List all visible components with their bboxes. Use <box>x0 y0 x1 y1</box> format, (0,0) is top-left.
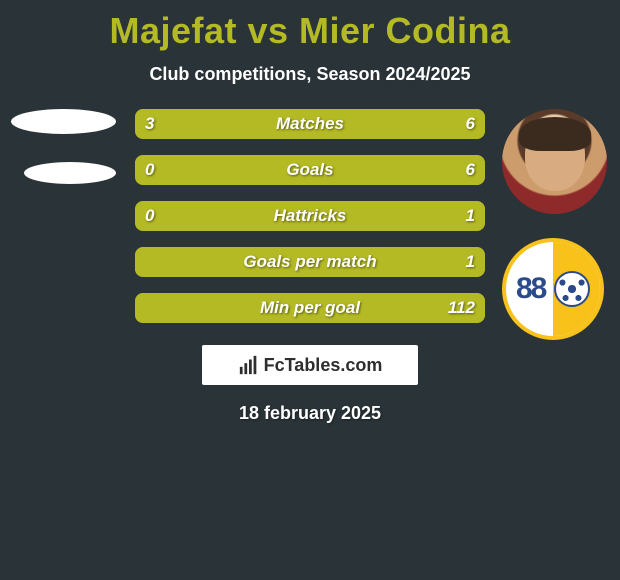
stat-bar: 0 6 Goals <box>135 155 485 185</box>
page-title: Majefat vs Mier Codina <box>0 0 620 52</box>
stat-value-right: 1 <box>466 252 475 272</box>
stat-value-left: 3 <box>145 114 154 134</box>
stat-bar: 112 Min per goal <box>135 293 485 323</box>
brand-box: FcTables.com <box>202 345 418 385</box>
soccer-ball-icon <box>554 271 590 307</box>
stat-bars: 3 6 Matches 0 6 Goals 0 1 Hattricks 1 Goals per ma… <box>135 109 485 323</box>
page-subtitle: Club competitions, Season 2024/2025 <box>0 64 620 85</box>
comparison-content: 88 3 6 Matches 0 6 Goals 0 1 Hattricks 1 Goals per… <box>0 109 620 424</box>
stat-label: Min per goal <box>260 298 360 318</box>
left-club-avatar <box>24 162 116 184</box>
stat-label: Goals per match <box>243 252 376 272</box>
stat-value-left: 0 <box>145 206 154 226</box>
stat-label: Goals <box>286 160 333 180</box>
stat-value-left: 0 <box>145 160 154 180</box>
stat-bar: 0 1 Hattricks <box>135 201 485 231</box>
right-player-avatar <box>502 109 607 214</box>
date-label: 18 february 2025 <box>0 403 620 424</box>
stat-value-right: 112 <box>448 298 475 318</box>
stat-value-right: 1 <box>466 206 475 226</box>
brand-label: FcTables.com <box>264 355 383 376</box>
stat-label: Hattricks <box>274 206 347 226</box>
stat-label: Matches <box>276 114 344 134</box>
stat-bar: 3 6 Matches <box>135 109 485 139</box>
club-logo-number: 88 <box>516 272 545 306</box>
stat-value-right: 6 <box>466 160 475 180</box>
chart-bars-icon <box>238 354 260 376</box>
right-club-logo: 88 <box>502 238 604 340</box>
right-avatars: 88 <box>502 109 612 340</box>
stat-bar: 1 Goals per match <box>135 247 485 277</box>
left-avatars <box>8 109 118 184</box>
left-player-avatar <box>11 109 116 134</box>
stat-value-right: 6 <box>466 114 475 134</box>
